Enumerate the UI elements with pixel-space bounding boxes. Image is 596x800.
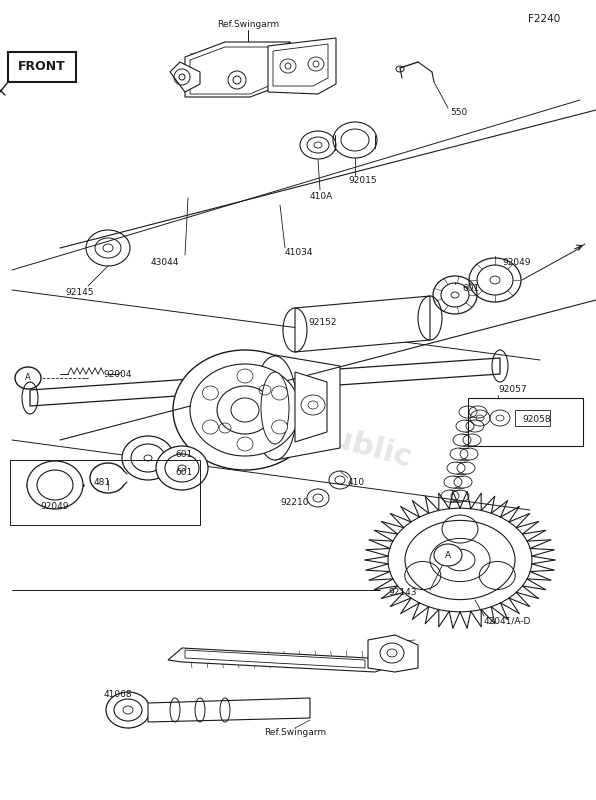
Ellipse shape [388,508,532,612]
Text: Ref.Swingarm: Ref.Swingarm [264,728,326,737]
Polygon shape [148,698,310,722]
Ellipse shape [272,386,288,400]
Text: 92152: 92152 [308,318,337,327]
Text: 92004: 92004 [104,370,132,379]
Text: 41068: 41068 [104,690,132,699]
Text: A: A [25,374,31,382]
Polygon shape [170,62,200,92]
Text: 41034: 41034 [285,248,313,257]
Ellipse shape [156,446,208,490]
Polygon shape [30,358,500,406]
Ellipse shape [237,437,253,451]
Ellipse shape [405,520,515,600]
Text: 92049: 92049 [502,258,530,267]
Text: partsrepublic: partsrepublic [185,386,415,474]
Ellipse shape [430,538,490,582]
Text: 601: 601 [175,450,193,459]
Polygon shape [268,38,336,94]
Ellipse shape [445,549,475,571]
Polygon shape [275,355,340,460]
Text: 601: 601 [175,468,193,477]
Ellipse shape [217,386,273,434]
Text: 92210: 92210 [281,498,309,507]
Text: 410A: 410A [310,192,333,201]
Text: 92015: 92015 [348,176,377,185]
Text: 92143: 92143 [388,588,417,597]
Text: 42041/A-D: 42041/A-D [484,616,532,625]
Bar [8,52,76,82]
Bar [10,460,200,525]
Text: 550: 550 [450,108,467,117]
Bar [468,398,583,446]
Ellipse shape [307,489,329,507]
Ellipse shape [272,420,288,434]
Ellipse shape [203,386,218,400]
Ellipse shape [173,350,317,470]
Ellipse shape [37,470,73,500]
Text: Ref.Swingarm: Ref.Swingarm [217,20,279,29]
Text: 92057: 92057 [498,385,527,394]
Ellipse shape [231,398,259,422]
Text: 92058: 92058 [522,415,551,424]
Ellipse shape [203,420,218,434]
Polygon shape [168,648,395,672]
Polygon shape [368,635,418,672]
Polygon shape [280,42,290,87]
Ellipse shape [122,436,174,480]
Ellipse shape [261,372,289,444]
Bar [515,410,550,426]
Ellipse shape [106,692,150,728]
Ellipse shape [434,544,462,566]
Text: 92145: 92145 [66,288,94,297]
Text: FRONT: FRONT [18,61,66,74]
Text: 481: 481 [94,478,111,487]
Text: 92049: 92049 [41,502,69,511]
Text: A: A [445,550,451,559]
Ellipse shape [237,369,253,383]
Text: F2240: F2240 [527,14,560,24]
Text: 43044: 43044 [151,258,179,267]
Ellipse shape [253,356,297,460]
Polygon shape [295,296,430,352]
Polygon shape [190,47,285,94]
Polygon shape [273,44,328,86]
Text: 601: 601 [462,284,479,293]
Polygon shape [295,372,327,442]
Polygon shape [185,42,290,97]
Ellipse shape [27,461,83,509]
Text: 410: 410 [348,478,365,487]
Ellipse shape [190,364,300,456]
